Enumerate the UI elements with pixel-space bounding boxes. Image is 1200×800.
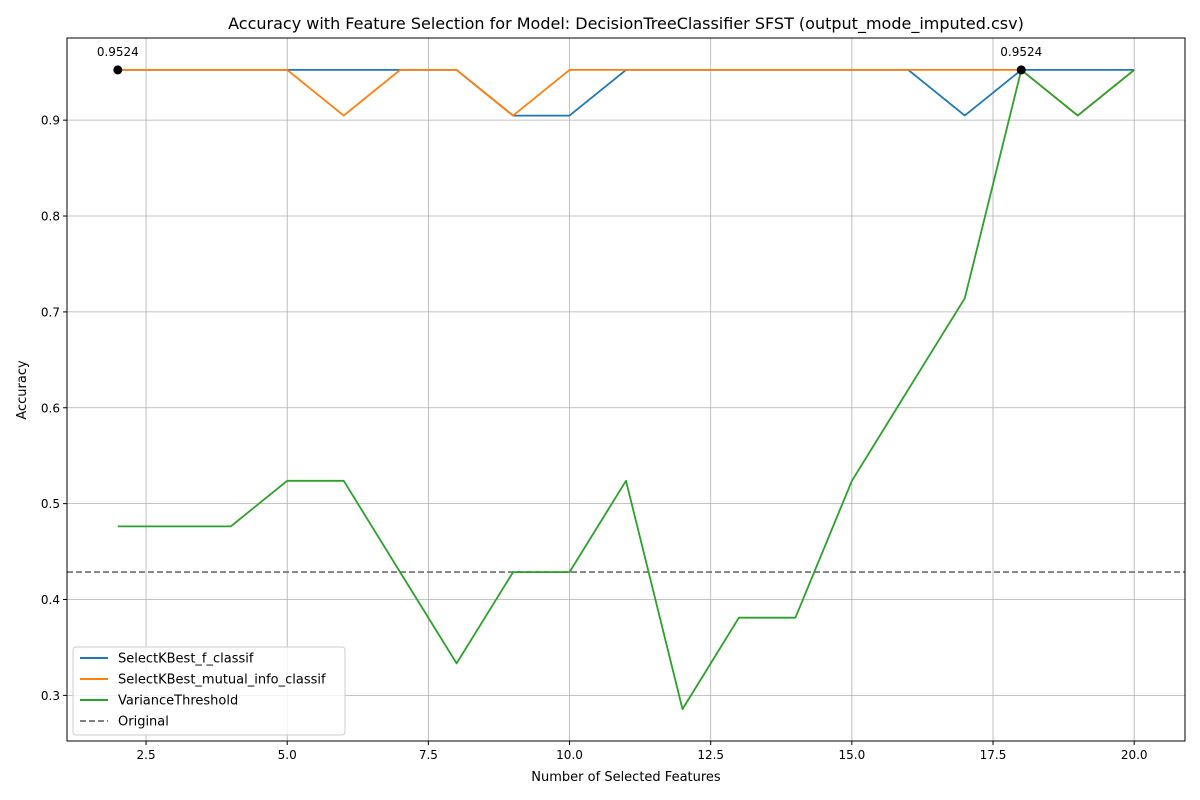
- best-point-label: 0.9524: [97, 45, 139, 59]
- x-tick-label: 20.0: [1121, 748, 1148, 762]
- y-tick-label: 0.5: [41, 497, 60, 511]
- x-tick-label: 5.0: [278, 748, 297, 762]
- plot-frame: [66, 37, 1186, 742]
- best-point-marker: [113, 65, 123, 75]
- y-tick-label: 0.9: [41, 114, 60, 128]
- legend-label-original: Original: [118, 715, 169, 730]
- x-tick-label: 2.5: [137, 748, 156, 762]
- legend-label-variancethreshold: VarianceThreshold: [118, 694, 238, 709]
- y-tick-label: 0.7: [41, 305, 60, 319]
- series-line-variancethreshold: [117, 69, 1135, 710]
- x-tick-label: 7.5: [419, 748, 438, 762]
- y-axis-ticks: 0.3 0.4 0.5 0.6 0.7 0.8 0.9: [41, 114, 67, 703]
- y-tick-label: 0.6: [41, 401, 60, 415]
- legend-label-selectkbest-f-classif: SelectKBest_f_classif: [118, 652, 254, 667]
- best-point-marker: [1016, 65, 1026, 75]
- y-axis-label: Accuracy: [15, 360, 30, 420]
- legend: SelectKBest_f_classif SelectKBest_mutual…: [72, 646, 346, 736]
- best-points-layer: 0.9524 0.9524: [97, 45, 1042, 75]
- y-tick-label: 0.3: [41, 689, 60, 703]
- chart-title: Accuracy with Feature Selection for Mode…: [228, 14, 1024, 34]
- x-axis-label: Number of Selected Features: [531, 770, 721, 785]
- legend-box: [72, 646, 346, 736]
- x-tick-label: 12.5: [697, 748, 724, 762]
- x-tick-label: 15.0: [838, 748, 865, 762]
- y-tick-label: 0.8: [41, 210, 60, 224]
- legend-label-selectkbest-mutual-info-classif: SelectKBest_mutual_info_classif: [118, 673, 326, 688]
- best-point-label: 0.9524: [1000, 45, 1042, 59]
- series-line-selectkbest-mutual-info-classif: [117, 69, 1135, 117]
- x-tick-label: 17.5: [980, 748, 1007, 762]
- series-layer: [117, 69, 1135, 710]
- x-tick-label: 10.0: [556, 748, 583, 762]
- y-tick-label: 0.4: [41, 593, 60, 607]
- x-axis-ticks: 2.5 5.0 7.5 10.0 12.5 15.0 17.5 20.0: [137, 741, 1148, 762]
